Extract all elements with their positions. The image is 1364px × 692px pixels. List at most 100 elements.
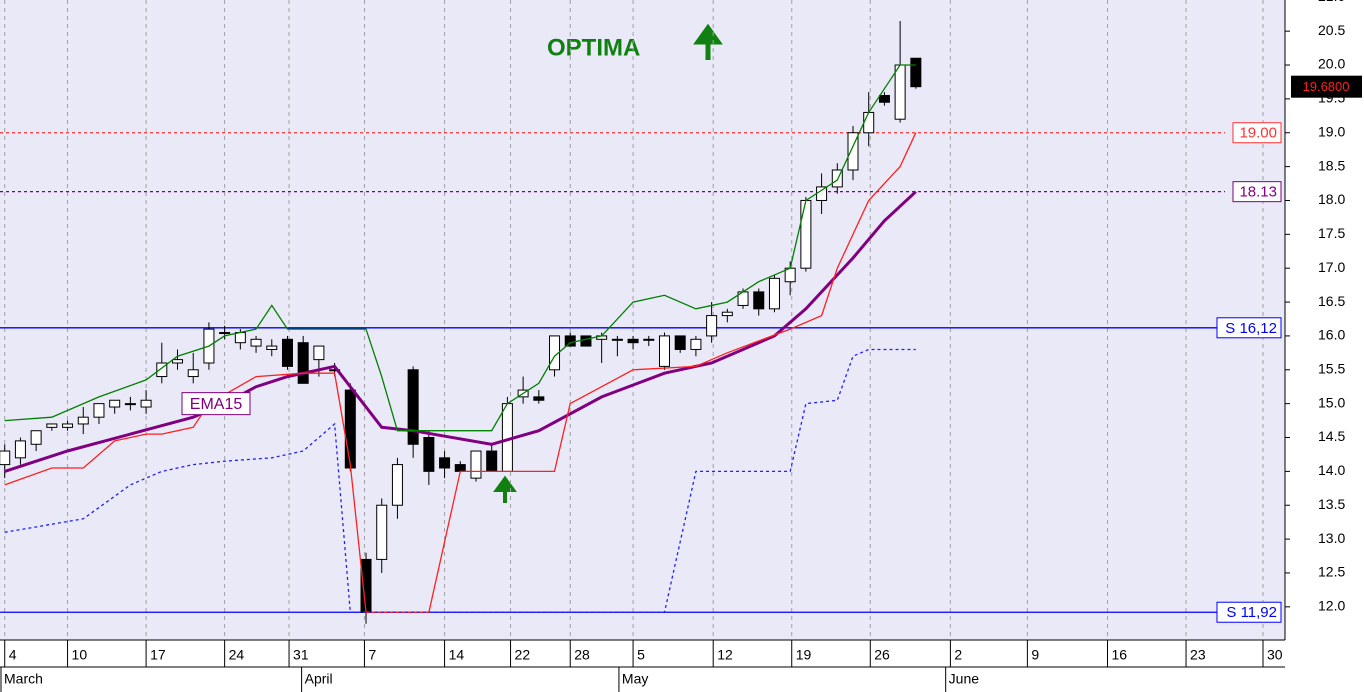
y-tick-label: 18.0 [1318,191,1345,207]
x-tick-label: 28 [574,647,590,663]
y-tick-label: 17.5 [1318,225,1345,241]
y-tick-label: 15.0 [1318,394,1345,410]
last-price-label: 19.6800 [1303,79,1350,94]
level-label: 19.00 [1239,125,1277,142]
candle-body [533,396,545,401]
y-tick-label: 12.5 [1318,564,1345,580]
level-box [1232,122,1282,144]
candle-body [172,359,184,364]
buy-arrow [493,475,517,503]
candle-body [14,440,26,459]
candle-body [549,335,561,371]
candle-body [344,389,356,469]
candle-body [831,169,843,188]
y-tick-label: 16.5 [1318,293,1345,309]
chart-title: OPTIMA [547,34,640,61]
candle-body [706,315,718,337]
y-tick-label: 14.0 [1318,462,1345,478]
level-label: S 11,92 [1226,604,1277,621]
x-tick-label: 12 [717,647,733,663]
plot-area [0,0,1285,640]
month-label: March [4,671,43,687]
candle-body [407,369,419,445]
indicator-line [4,132,917,613]
candle-body [0,450,11,466]
y-tick-label: 18.5 [1318,157,1345,173]
candle-body [643,338,655,341]
candle-body [329,369,341,372]
candle-body [816,186,828,201]
candle-body [486,450,498,472]
x-tick-label: 2 [954,647,962,663]
candle-body [564,335,576,347]
y-tick-label: 15.5 [1318,360,1345,376]
candle-body [124,403,136,406]
y-tick-label: 13.5 [1318,496,1345,512]
candle-body [863,111,875,134]
level-box [1232,181,1282,203]
candle-body [376,504,388,560]
y-tick-label: 12.0 [1318,598,1345,614]
level-label: S 16,12 [1225,320,1277,337]
candle-body [187,369,199,378]
series-label: EMA15 [190,396,243,413]
candle-body [878,94,890,103]
x-tick-label: 22 [515,647,531,663]
candle-body [800,199,812,269]
x-tick-label: 24 [229,647,245,663]
candle-body [454,464,466,472]
x-tick-label: 26 [874,647,890,663]
candle-body [658,335,670,367]
candle-body [439,457,451,469]
y-tick-label: 20.0 [1318,56,1345,72]
y-tick-label: 13.0 [1318,530,1345,546]
level-box [1216,601,1282,623]
month-label: April [305,671,333,687]
x-tick-label: 4 [9,647,17,663]
x-tick-label: 10 [72,647,88,663]
candle-body [156,362,168,378]
x-tick-label: 19 [796,647,812,663]
x-tick-label: 31 [293,647,309,663]
level-label: 18.13 [1239,184,1277,201]
month-label: June [949,671,980,687]
candle-body [470,450,482,479]
candle-body [580,335,592,347]
candle-body [910,57,922,88]
series-label-box [181,392,251,416]
indicator-line [4,64,916,432]
candle-body [360,558,372,613]
y-axis-area [1285,0,1364,640]
candle-body [611,338,623,341]
x-tick-label: 14 [449,647,465,663]
month-label: May [622,671,648,687]
candle-body [674,335,686,350]
level-box [1216,317,1282,339]
candle-body [313,345,325,361]
y-tick-label: 21.0 [1318,0,1345,4]
candle-body [77,416,89,425]
candle-body [627,338,639,344]
candle-body [894,64,906,120]
y-tick-label: 19.0 [1318,123,1345,139]
candle-body [234,332,246,344]
candle-body [768,277,780,310]
candle-body [30,430,42,445]
candle-body [391,464,403,506]
candle-body [250,338,262,347]
candle-body [753,291,765,310]
x-tick-label: 16 [1111,647,1127,663]
x-tick-label: 17 [150,647,166,663]
y-tick-label: 14.5 [1318,428,1345,444]
candle-body [93,403,105,418]
candle-body [847,132,859,171]
x-tick-label: 23 [1190,647,1206,663]
candle-body [109,399,121,408]
last-price-box [1291,75,1362,98]
candle-body [423,437,435,472]
candle-body [140,399,152,408]
candle-body [690,338,702,350]
candle-body [297,342,309,384]
candle-body [266,345,278,350]
